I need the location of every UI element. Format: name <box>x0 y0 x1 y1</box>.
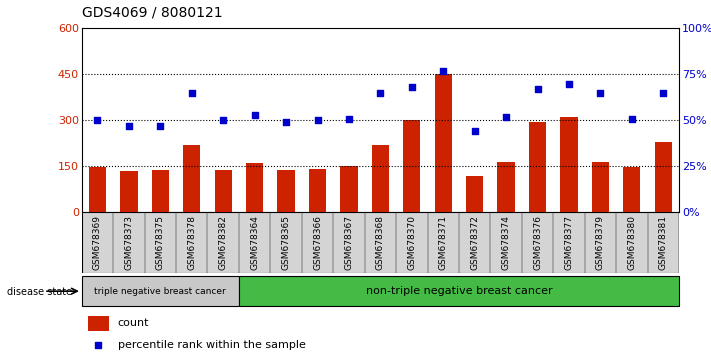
Point <box>532 86 543 92</box>
Point <box>375 90 386 96</box>
Point <box>249 112 260 118</box>
Text: GSM678366: GSM678366 <box>313 215 322 270</box>
Bar <box>553 212 584 273</box>
Point <box>312 118 324 123</box>
Point <box>218 118 229 123</box>
Bar <box>616 212 648 273</box>
Text: percentile rank within the sample: percentile rank within the sample <box>117 339 306 350</box>
Bar <box>584 212 616 273</box>
Text: GSM678377: GSM678377 <box>565 215 574 270</box>
Text: GDS4069 / 8080121: GDS4069 / 8080121 <box>82 5 223 19</box>
Text: GSM678373: GSM678373 <box>124 215 134 270</box>
Bar <box>183 145 201 212</box>
Point <box>563 81 574 86</box>
Text: GSM678371: GSM678371 <box>439 215 448 270</box>
Bar <box>301 212 333 273</box>
Bar <box>151 170 169 212</box>
Bar <box>648 212 679 273</box>
Bar <box>592 162 609 212</box>
Bar <box>89 167 106 212</box>
Bar <box>655 142 672 212</box>
Point <box>469 129 481 134</box>
Bar <box>560 117 577 212</box>
Bar <box>120 171 137 212</box>
Bar <box>459 212 491 273</box>
Bar <box>215 170 232 212</box>
Text: count: count <box>117 318 149 329</box>
Text: non-triple negative breast cancer: non-triple negative breast cancer <box>365 286 552 296</box>
Bar <box>427 212 459 273</box>
Point <box>437 68 449 74</box>
Bar <box>87 316 109 331</box>
Bar <box>466 176 483 212</box>
Text: triple negative breast cancer: triple negative breast cancer <box>95 287 226 296</box>
Bar <box>491 212 522 273</box>
Point <box>92 118 103 123</box>
Bar <box>208 212 239 273</box>
Bar <box>176 212 208 273</box>
Text: GSM678374: GSM678374 <box>502 215 510 270</box>
Bar <box>341 166 358 212</box>
Point <box>594 90 606 96</box>
Bar <box>239 276 679 306</box>
Bar <box>403 120 420 212</box>
Bar <box>239 212 270 273</box>
Text: GSM678372: GSM678372 <box>470 215 479 270</box>
Bar <box>144 212 176 273</box>
Point <box>186 90 198 96</box>
Bar <box>372 145 389 212</box>
Point <box>626 116 638 121</box>
Point <box>92 342 104 348</box>
Point <box>501 114 512 120</box>
Text: GSM678382: GSM678382 <box>219 215 228 270</box>
Bar <box>498 162 515 212</box>
Point <box>123 123 134 129</box>
Point <box>658 90 669 96</box>
Text: GSM678378: GSM678378 <box>187 215 196 270</box>
Bar <box>82 276 239 306</box>
Bar <box>82 212 113 273</box>
Bar <box>396 212 427 273</box>
Text: GSM678369: GSM678369 <box>93 215 102 270</box>
Text: GSM678368: GSM678368 <box>376 215 385 270</box>
Point <box>155 123 166 129</box>
Bar <box>624 167 641 212</box>
Bar <box>529 122 546 212</box>
Bar <box>270 212 301 273</box>
Bar <box>434 74 452 212</box>
Point <box>280 119 292 125</box>
Bar <box>277 170 295 212</box>
Text: GSM678381: GSM678381 <box>659 215 668 270</box>
Point <box>406 84 417 90</box>
Text: GSM678380: GSM678380 <box>627 215 636 270</box>
Text: GSM678376: GSM678376 <box>533 215 542 270</box>
Bar <box>309 169 326 212</box>
Point <box>343 116 355 121</box>
Text: GSM678367: GSM678367 <box>344 215 353 270</box>
Bar <box>522 212 553 273</box>
Bar <box>113 212 144 273</box>
Text: GSM678364: GSM678364 <box>250 215 259 270</box>
Text: GSM678379: GSM678379 <box>596 215 605 270</box>
Text: disease state: disease state <box>7 287 73 297</box>
Text: GSM678365: GSM678365 <box>282 215 291 270</box>
Text: GSM678370: GSM678370 <box>407 215 417 270</box>
Bar <box>365 212 396 273</box>
Text: GSM678375: GSM678375 <box>156 215 165 270</box>
Bar <box>246 163 263 212</box>
Bar <box>333 212 365 273</box>
